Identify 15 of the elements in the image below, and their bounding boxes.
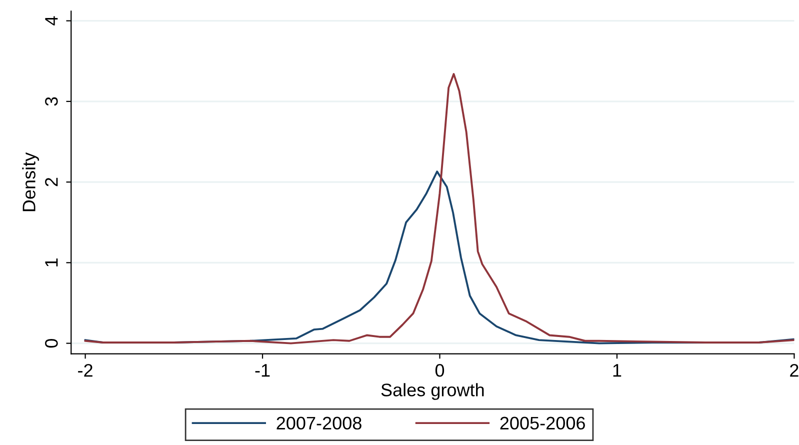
y-tick-label: 3 (45, 97, 58, 106)
legend-label: 2005-2006 (500, 416, 585, 430)
x-tick-label: 1 (613, 364, 622, 377)
y-tick-label: 4 (45, 16, 58, 26)
y-tick-label: 2 (45, 178, 58, 186)
y-tick-label: 0 (45, 338, 58, 348)
x-tick-label: 2 (790, 364, 798, 377)
y-axis-title: Density (22, 152, 39, 212)
x-tick-label: -2 (78, 364, 92, 377)
y-tick-label: 1 (45, 258, 58, 266)
legend-label: 2007-2008 (276, 416, 362, 430)
x-axis-title: Sales growth (381, 383, 484, 400)
line-series (84, 73, 794, 344)
x-tick-label: -1 (255, 364, 270, 377)
x-tick-label: 0 (435, 364, 444, 377)
